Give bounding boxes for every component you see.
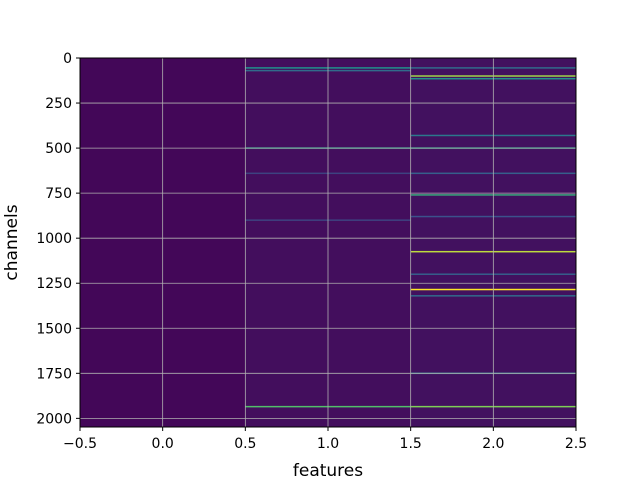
y-tick-label: 250	[45, 96, 72, 112]
x-axis-ticks: −0.5 0.0 0.5 1.0 1.5 2.0 2.5	[63, 427, 587, 452]
y-tick-label: 1500	[36, 321, 72, 337]
x-tick-label: 0.5	[234, 436, 256, 452]
y-tick-label: 1250	[36, 276, 72, 292]
y-tick-label: 2000	[36, 411, 72, 427]
y-tick-label: 500	[45, 141, 72, 157]
x-tick-label: 2.5	[565, 436, 587, 452]
y-axis-label: channels	[2, 204, 22, 280]
x-tick-label: −0.5	[63, 436, 97, 452]
y-tick-label: 0	[63, 51, 72, 67]
y-tick-label: 1000	[36, 231, 72, 247]
x-tick-label: 0.0	[152, 436, 174, 452]
x-axis-label: features	[293, 461, 363, 480]
x-tick-label: 1.0	[317, 436, 339, 452]
y-axis-ticks: 0 250 500 750 1000 1250 1500 1750 2000	[36, 51, 80, 427]
x-tick-label: 1.5	[400, 436, 422, 452]
y-tick-label: 750	[45, 186, 72, 202]
y-tick-label: 1750	[36, 366, 72, 382]
x-tick-label: 2.0	[482, 436, 504, 452]
